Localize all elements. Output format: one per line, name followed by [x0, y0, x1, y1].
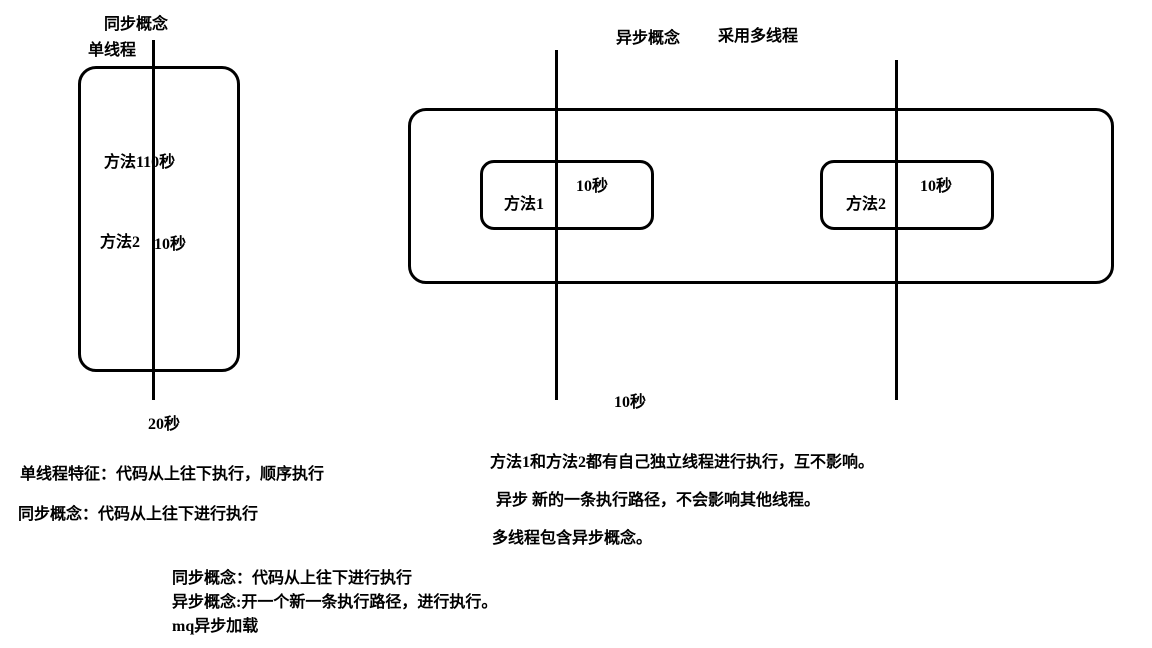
left-method2-label: 方法2 [100, 228, 140, 252]
left-desc1: 单线程特征：代码从上往下执行，顺序执行 [20, 460, 324, 484]
bottom-line2: 异步概念:开一个新一条执行路径，进行执行。 [172, 588, 497, 612]
right-title-async: 异步概念 [616, 24, 680, 48]
left-method1: 方法110秒 [104, 148, 175, 172]
right-time2: 10秒 [920, 172, 952, 196]
bottom-line3: mq异步加载 [172, 612, 258, 636]
left-method2-time: 10秒 [154, 230, 186, 254]
left-outer-box [78, 66, 240, 372]
right-desc3: 多线程包含异步概念。 [492, 524, 652, 548]
right-total-time: 10秒 [614, 388, 646, 412]
right-method1: 方法1 [504, 190, 544, 214]
right-method2: 方法2 [846, 190, 886, 214]
right-desc2: 异步 新的一条执行路径，不会影响其他线程。 [496, 486, 820, 510]
bottom-line1: 同步概念：代码从上往下进行执行 [172, 564, 412, 588]
right-desc1: 方法1和方法2都有自己独立线程进行执行，互不影响。 [490, 448, 874, 472]
left-title-sync: 同步概念 [104, 10, 168, 34]
right-title-multithread: 采用多线程 [718, 22, 798, 46]
right-time1: 10秒 [576, 172, 608, 196]
left-total-time: 20秒 [148, 410, 180, 434]
left-title-single-thread: 单线程 [88, 36, 136, 60]
left-desc2: 同步概念：代码从上往下进行执行 [18, 500, 258, 524]
